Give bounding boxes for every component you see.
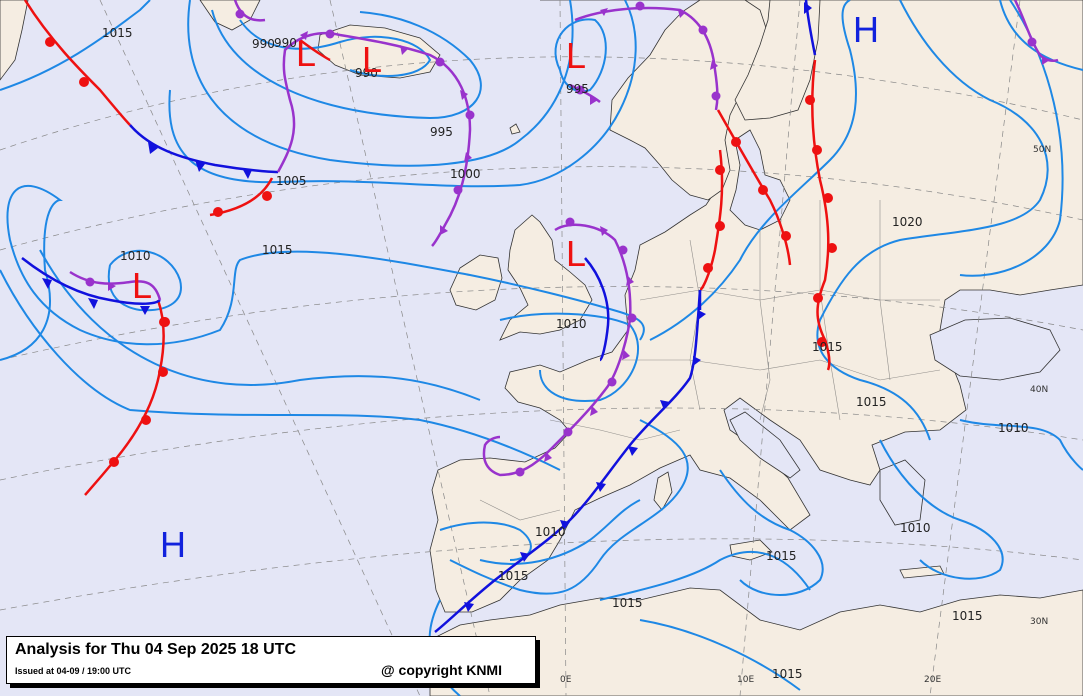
isobar-label: 990	[252, 37, 275, 51]
high-pressure-center: H	[853, 9, 879, 50]
warm-fronts	[23, 0, 831, 496]
isobar-1015-east	[999, 0, 1083, 71]
isobar-1015-med	[449, 419, 689, 595]
grid-label: 10E	[737, 675, 754, 685]
country-borders	[479, 200, 941, 521]
isobar-1015-bay	[0, 269, 561, 471]
isobar-label: 995	[430, 125, 453, 139]
isobar-label: 1015	[952, 609, 983, 623]
low-pressure-center: L	[132, 265, 152, 306]
isobar-1010-atlantic	[107, 249, 182, 312]
cold-front-iceland	[129, 124, 279, 174]
isobar-990-iceland	[239, 19, 432, 77]
isobar-label: 1015	[262, 243, 293, 257]
high-pressure-center: H	[160, 524, 186, 565]
isobar-label: 1015	[856, 395, 887, 409]
pressure-centers: L L L L L H H	[132, 9, 879, 565]
occluded-front-symbols	[85, 1, 1050, 477]
isobar-1015-africa	[599, 550, 811, 601]
occluded-front-ne	[1013, 0, 1059, 63]
grid-labels: 50N 40N 30N 0E 10E 20E	[560, 145, 1051, 685]
cold-front-europe	[434, 289, 702, 633]
isobar-label: 1015	[812, 340, 843, 354]
isobar-1015-atlantic	[0, 184, 645, 361]
copyright-notice: @ copyright KNMI	[381, 662, 502, 678]
isobar-label: 1015	[772, 667, 803, 681]
isobar-label: 995	[566, 82, 589, 96]
isobar-label: 1020	[892, 215, 923, 229]
warm-front-russia	[811, 59, 831, 371]
isobar-label: 1010	[556, 317, 587, 331]
occluded-front-norway-b	[569, 83, 601, 103]
land-corsica	[653, 471, 673, 511]
grid-label: 30N	[1030, 617, 1048, 627]
cold-front-uk	[584, 257, 610, 362]
black-sea	[929, 317, 1061, 381]
isobar-label: 1010	[900, 521, 931, 535]
isobar-1015-europe	[649, 0, 857, 341]
isobar-label: 1015	[102, 26, 133, 40]
warm-front-symbols	[45, 37, 837, 467]
isobar-1015-ion	[719, 469, 824, 596]
issued-time: Issued at 04-09 / 19:00 UTC	[15, 666, 132, 676]
isobar-995-iceland	[211, 9, 482, 120]
isobar-1010-tr	[959, 419, 1083, 471]
occluded-front-norway	[574, 6, 719, 111]
isobar-1005	[168, 0, 637, 188]
isobar-1000-iceland	[187, 0, 574, 167]
isobar-label: 1000	[450, 167, 481, 181]
low-pressure-center: L	[296, 33, 316, 74]
land-nw	[0, 0, 29, 81]
land-faroe	[509, 123, 521, 135]
isobar-1010-gr	[879, 439, 1004, 580]
cold-front-atlantic	[21, 257, 161, 305]
isobar-labels: 1015 990 990 990 995 995 1000 1005 1015 …	[102, 26, 1029, 681]
land-ireland	[449, 254, 503, 311]
warm-front-norway	[699, 149, 724, 292]
warm-front-nw	[23, 0, 131, 126]
grid-label: 50N	[1033, 145, 1051, 155]
warm-front-atlantic	[84, 299, 165, 496]
land-europe	[429, 0, 1083, 613]
warm-front-iceland-top	[299, 38, 331, 62]
grid-label: 40N	[1030, 385, 1048, 395]
low-pressure-center: L	[566, 233, 586, 274]
land-africa	[429, 587, 1083, 696]
occluded-front-iceland-top	[233, 0, 266, 22]
land-finland	[734, 0, 821, 121]
isobar-1010-uk	[499, 312, 640, 402]
isobar-label: 1015	[766, 549, 797, 563]
isobar-1015-nw	[0, 0, 151, 91]
isobar-label: 1015	[498, 569, 529, 583]
isobar-label: 1015	[612, 596, 643, 610]
cold-front-symbols	[42, 2, 812, 612]
cold-fronts	[21, 0, 817, 633]
aegean-sea	[879, 459, 926, 526]
isobar-label: 1010	[998, 421, 1029, 435]
isobar-label: 1010	[535, 525, 566, 539]
adriatic-sea	[729, 411, 801, 479]
isobar-label: 990	[274, 36, 297, 50]
isobar-1015-west	[39, 249, 481, 401]
occluded-front-uk	[482, 223, 632, 477]
isobar-label: 990	[355, 66, 378, 80]
low-pressure-center: L	[566, 35, 586, 76]
isobar-1015-lib	[639, 619, 801, 691]
analysis-title: Analysis for Thu 04 Sep 2025 18 UTC	[15, 641, 296, 658]
isobar-1020-east	[816, 0, 1049, 441]
analysis-info-box: Analysis for Thu 04 Sep 2025 18 UTC Issu…	[6, 636, 536, 684]
isobar-label: 1010	[120, 249, 151, 263]
low-pressure-center: L	[362, 39, 382, 80]
grid-label: 20E	[924, 675, 941, 685]
land-greenland	[199, 0, 261, 31]
isobar-label: 1005	[276, 174, 307, 188]
land-britain	[499, 214, 593, 341]
isobar-1015-sp	[479, 499, 641, 565]
warm-front-scandinavia	[716, 109, 792, 266]
isobar-995-norway	[554, 18, 607, 93]
grid-label: 0E	[560, 675, 572, 685]
